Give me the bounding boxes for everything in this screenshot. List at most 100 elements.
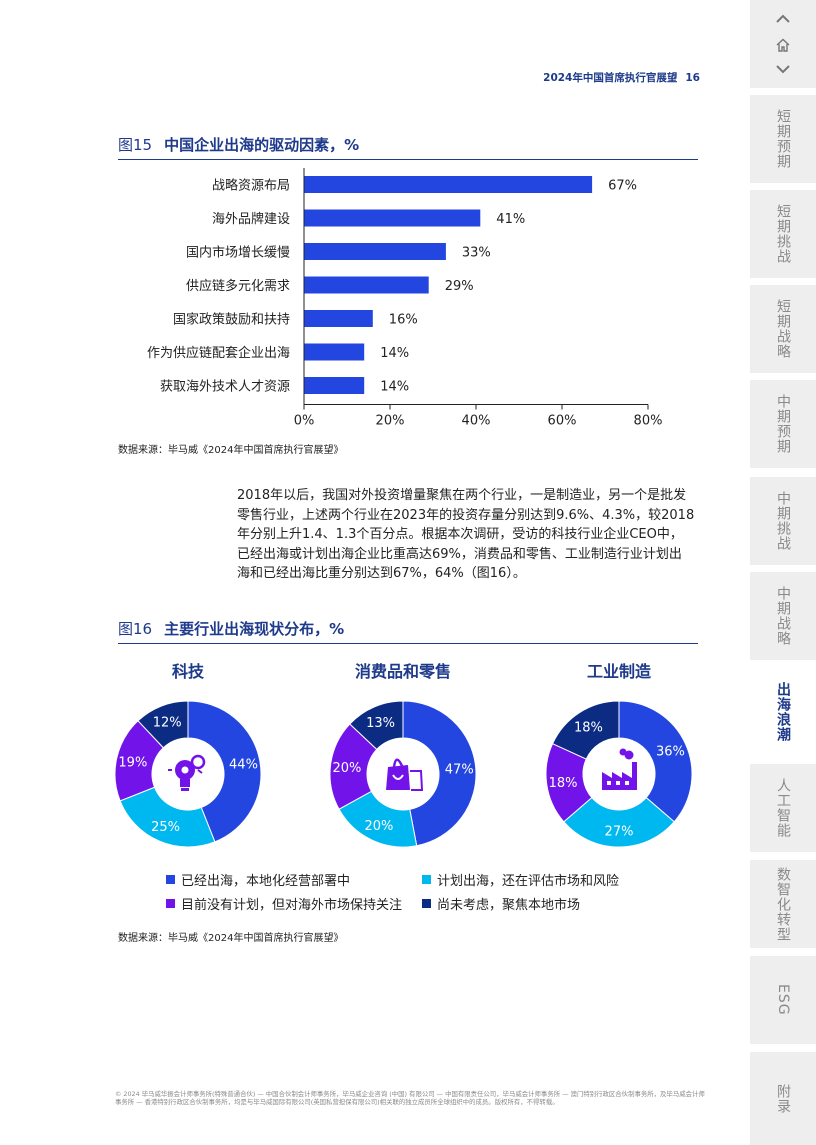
donut-slice [187,700,262,843]
x-tick-label: 20% [376,414,405,429]
figure-15-number: 图15 [118,136,153,154]
nav-tab-label: 短期战略 [775,299,791,359]
bar [304,310,373,327]
nav-tab[interactable]: 短期预期 [750,95,816,183]
x-tick-label: 0% [294,414,315,429]
nav-tab-label: 人工智能 [775,778,791,838]
nav-tab-label: 出海浪潮 [775,682,791,742]
report-page: 2024年中国首席执行官展望 16 图15 中国企业出海的驱动因素，% 战略资源布局… [114,70,705,1107]
donut-slice [119,786,216,848]
slice-label: 19% [118,756,147,771]
bar [304,209,481,227]
x-tick-label: 80% [634,414,663,429]
nav-tab[interactable]: 短期挑战 [750,190,816,278]
legend-label: 计划出海，还在评估市场和风险 [437,874,620,889]
donut-slice [551,700,620,760]
figure-16-donut-charts: 科技 44% 25% 19% 12% 消费品和零售 47% 20% 20% 13% 工业制造 36% 2… [114,662,693,848]
page-header: 2024年中国首席执行官展望 16 [500,70,700,85]
figure-15-source: 数据来源：毕马威《2024年中国首席执行官展望》 [118,445,344,456]
donut-slice [137,700,189,749]
body-line: 海和已经出海比重分别达到67%，64%（图16）。 [237,566,526,581]
category-label: 供应链多元化需求 [186,278,290,294]
body-line: 年分别上升1.4、1.3个百分点。根据本次调研，受访的科技行业企业CEO中， [237,527,683,542]
figure-16-number: 图16 [118,620,153,638]
nav-tab-label: 附录 [775,1083,791,1114]
bar [304,343,365,361]
legend-swatch [422,899,431,908]
body-line: 零售行业，上述两个行业在2023年的投资存量分别达到9.6%、4.3%，较201… [237,507,695,523]
lightbulb-gear-icon [168,754,206,791]
nav-tab[interactable]: 中期挑战 [750,477,816,565]
bar [304,176,593,193]
header-title: 2024年中国首席执行官展望 [543,72,678,84]
category-label: 国家政策鼓励和扶持 [173,312,290,328]
donut-title: 科技 [172,662,205,681]
slice-label: 18% [574,720,603,735]
page-number: 16 [685,72,700,84]
legend-item: 计划出海，还在评估市场和风险 [422,870,619,889]
category-label: 战略资源布局 [212,178,290,194]
value-label: 16% [389,313,418,328]
slice-label: 18% [549,776,578,791]
donut-title: 消费品和零售 [355,662,451,681]
nav-tab[interactable]: 短期战略 [750,285,816,373]
figure-15-heading: 中国企业出海的驱动因素，% [164,136,360,154]
legend-item: 已经出海，本地化经营部署中 [166,870,350,889]
body-paragraph: 2018年以后，我国对外投资增量聚焦在两个行业，一是制造业，另一个是批发 零售行… [237,486,705,584]
nav-tab[interactable]: 附录 [750,1052,816,1145]
slice-label: 36% [656,745,685,760]
slice-label: 47% [445,763,474,778]
bar [304,377,365,394]
donut-slice [563,796,675,848]
category-label: 海外品牌建设 [212,211,290,227]
side-navigation: 短期预期短期挑战短期战略中期预期中期挑战中期战略出海浪潮人工智能数智化转型 ESG… [750,0,816,1145]
value-label: 14% [380,346,409,361]
nav-tab-label: 中期战略 [775,586,791,646]
factory-icon [602,748,637,790]
legend-label: 已经出海，本地化经营部署中 [181,874,351,889]
category-label: 国内市场增长缓慢 [186,245,290,261]
nav-tab-label: 数智化转型 [775,866,791,942]
legend-label: 目前没有计划，但对海外市场保持关注 [181,898,403,913]
chevron-down-icon[interactable] [750,62,816,78]
figure-16-title: 图16 主要行业出海现状分布，% [118,618,698,644]
chevron-up-icon[interactable] [750,12,816,28]
figure-15-title: 图15 中国企业出海的驱动因素，% [118,134,698,160]
nav-tab[interactable]: 中期预期 [750,380,816,468]
legend-item: 目前没有计划，但对海外市场保持关注 [166,894,402,913]
legend-item: 尚未考虑，聚焦本地市场 [422,894,580,913]
nav-tab-label: 中期挑战 [775,491,791,551]
home-icon[interactable] [750,38,816,56]
nav-tab-label: 中期预期 [775,394,791,454]
bar [304,243,446,260]
legend-swatch [166,875,175,884]
slice-label: 44% [229,757,258,772]
nav-tab[interactable]: 中期战略 [750,572,816,660]
bar [304,276,429,294]
nav-tab[interactable]: ESG [750,956,816,1044]
value-label: 67% [608,179,637,194]
legend-label: 尚未考虑，聚焦本地市场 [437,898,581,913]
nav-tab[interactable]: 人工智能 [750,764,816,852]
nav-tab[interactable]: 出海浪潮 [750,668,816,756]
slice-label: 12% [153,715,182,730]
figure-16-heading: 主要行业出海现状分布，% [164,620,345,638]
nav-tab[interactable]: 数智化转型 [750,860,816,948]
slice-label: 27% [605,825,634,840]
body-line: 已经出海或计划出海企业比重高达69%，消费品和零售、工业制造行业计划出 [237,546,682,562]
legend-swatch [422,875,431,884]
slice-label: 20% [364,819,393,834]
x-tick-label: 60% [548,414,577,429]
donut-title: 工业制造 [587,662,652,681]
donut-hole [584,739,654,809]
x-tick-label: 40% [462,414,491,429]
figure-16-source: 数据来源：毕马威《2024年中国首席执行官展望》 [118,933,344,944]
nav-tab-label: ESG [775,984,791,1016]
value-label: 14% [380,380,409,395]
nav-tab-label: 短期预期 [775,109,791,169]
value-label: 29% [445,279,474,294]
category-label: 作为供应链配套企业出海 [147,345,290,361]
slice-label: 25% [151,820,180,835]
body-line: 2018年以后，我国对外投资增量聚焦在两个行业，一是制造业，另一个是批发 [237,488,687,503]
figure-15-bar-chart: 战略资源布局 67% 海外品牌建设 41% 国内市场增长缓慢 33% 供应链多元化需求 29%… [147,168,663,429]
